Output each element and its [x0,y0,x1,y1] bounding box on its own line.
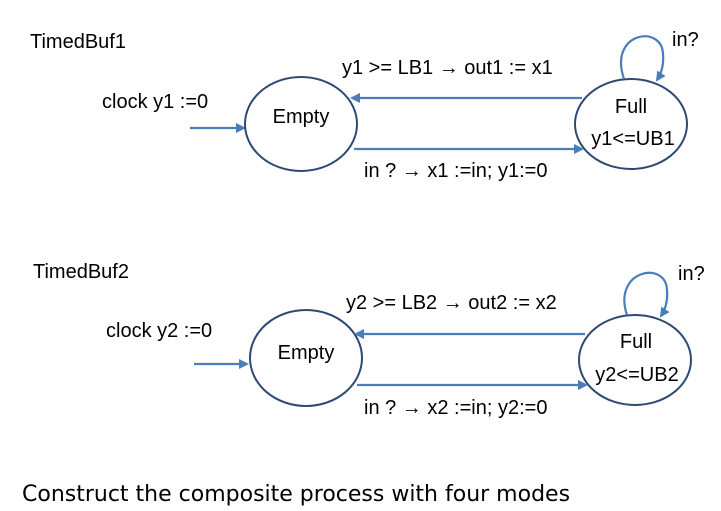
automaton-timedbuf1: TimedBuf1 clock y1 :=0 Empty Full y1<=UB… [30,29,699,182]
state-full-invariant-1: y1<=UB1 [591,128,674,150]
state-full-invariant-2: y2<=UB2 [595,364,678,386]
self-loop-label-1: in? [672,29,699,51]
automaton-title-2: TimedBuf2 [33,261,129,283]
edge-in-label-1: in ? → x1 :=in; y1:=0 [364,160,547,182]
state-full-1 [574,78,688,170]
edge-in-label-2: in ? → x2 :=in; y2:=0 [364,397,547,419]
state-full-2 [578,314,692,406]
init-clock-label-2: clock y2 :=0 [106,320,212,342]
automaton-timedbuf2: TimedBuf2 clock y2 :=0 Empty Full y2<=UB… [33,261,705,419]
state-empty-2 [249,309,363,407]
state-empty-1 [244,76,358,172]
state-full-label-2: Full [620,331,652,353]
state-empty-label-1: Empty [273,106,330,128]
state-full-label-1: Full [615,96,647,118]
self-loop-arrow-2 [623,271,670,318]
edge-out-label-2: y2 >= LB2 → out2 := x2 [346,292,557,314]
self-loop-arrow-1 [620,35,666,82]
edge-out-label-1: y1 >= LB1 → out1 := x1 [342,57,553,79]
state-empty-label-2: Empty [278,342,335,364]
self-loop-label-2: in? [678,263,705,285]
init-clock-label-1: clock y1 :=0 [102,91,208,113]
automaton-title-1: TimedBuf1 [30,31,126,53]
footer-instruction: Construct the composite process with fou… [22,482,570,507]
